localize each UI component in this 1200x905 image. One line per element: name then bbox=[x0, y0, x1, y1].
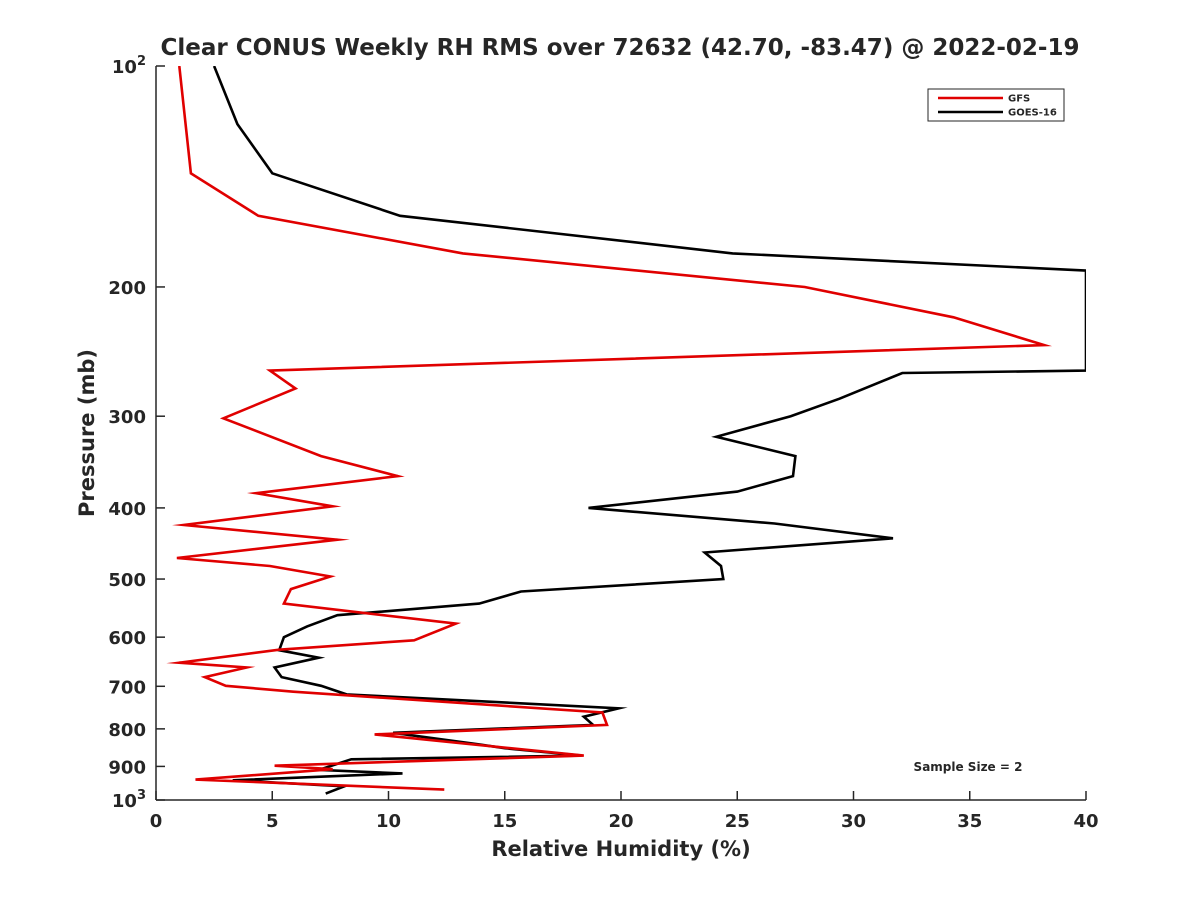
y-tick-label: 103 bbox=[112, 788, 146, 812]
x-tick-label: 25 bbox=[725, 811, 750, 832]
y-tick-label: 600 bbox=[108, 628, 146, 649]
sample-size-annotation: Sample Size = 2 bbox=[914, 760, 1023, 774]
x-tick-label: 20 bbox=[608, 811, 633, 832]
x-tick-label: 35 bbox=[957, 811, 982, 832]
chart-title: Clear CONUS Weekly RH RMS over 72632 (42… bbox=[161, 35, 1080, 61]
legend: GFS GOES-16 bbox=[927, 88, 1065, 122]
x-tick-label: 5 bbox=[266, 811, 279, 832]
y-tick-label: 200 bbox=[108, 278, 146, 299]
x-tick-label: 15 bbox=[492, 811, 517, 832]
x-tick-label: 30 bbox=[841, 811, 866, 832]
x-axis-ticks: 0 5 10 15 20 25 30 35 40 bbox=[150, 791, 1099, 832]
y-axis-ticks: 102 200 300 400 500 600 700 800 900 103 bbox=[108, 54, 165, 812]
y-tick-label: 300 bbox=[108, 407, 146, 428]
x-tick-label: 10 bbox=[376, 811, 401, 832]
x-tick-label: 40 bbox=[1073, 811, 1098, 832]
y-tick-label: 900 bbox=[108, 757, 146, 778]
legend-label: GOES-16 bbox=[1008, 108, 1057, 119]
x-axis-label: Relative Humidity (%) bbox=[491, 837, 750, 861]
x-tick-label: 0 bbox=[150, 811, 163, 832]
y-axis-label: Pressure (mb) bbox=[75, 349, 99, 517]
y-tick-label: 102 bbox=[112, 54, 146, 78]
plot-area bbox=[156, 66, 1086, 800]
series-line-goes-16 bbox=[212, 66, 1086, 795]
series-line-gfs bbox=[166, 66, 1053, 791]
y-tick-label: 800 bbox=[108, 720, 146, 741]
y-tick-label: 700 bbox=[108, 677, 146, 698]
y-tick-label: 500 bbox=[108, 570, 146, 591]
legend-box bbox=[927, 88, 1065, 122]
series-layer bbox=[166, 66, 1086, 795]
legend-label: GFS bbox=[1008, 94, 1030, 105]
y-tick-label: 400 bbox=[108, 499, 146, 520]
